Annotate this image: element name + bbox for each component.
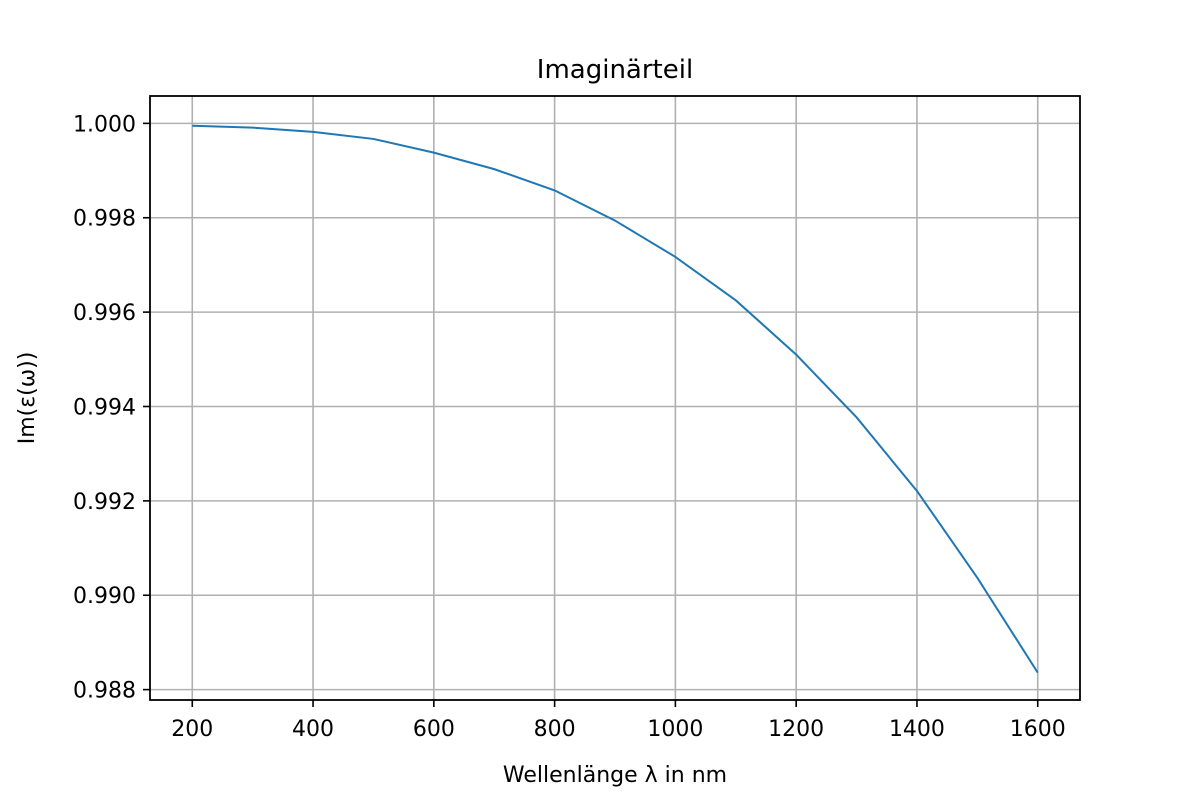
ticks: 200 400 600 800 1000 1200 1400 1600 0.988 0.990 0.… — [73, 112, 1066, 742]
y-tick-label: 0.992 — [73, 490, 136, 515]
y-tick-label: 0.996 — [73, 301, 136, 326]
chart-title: Imaginärteil — [537, 55, 693, 85]
series-line — [192, 124, 1039, 674]
x-tick-label: 1400 — [889, 717, 945, 742]
y-tick-label: 0.998 — [73, 207, 136, 232]
x-tick-label: 1600 — [1010, 717, 1066, 742]
x-tick-label: 1000 — [647, 717, 703, 742]
y-tick-label: 0.994 — [73, 395, 136, 420]
y-tick-label: 0.988 — [73, 679, 136, 704]
y-tick-label: 1.000 — [73, 112, 136, 137]
x-tick-label: 800 — [534, 717, 576, 742]
series-layer — [192, 124, 1039, 674]
x-tick-label: 400 — [292, 717, 334, 742]
grid — [150, 96, 1080, 700]
x-tick-label: 200 — [171, 717, 213, 742]
plot-frame — [149, 95, 1081, 701]
x-axis-label: Wellenlänge λ in nm — [503, 763, 727, 788]
x-tick-label: 1200 — [768, 717, 824, 742]
y-tick-label: 0.990 — [73, 584, 136, 609]
y-axis-label: Im(ε(ω)) — [15, 352, 40, 445]
x-tick-label: 600 — [413, 717, 455, 742]
